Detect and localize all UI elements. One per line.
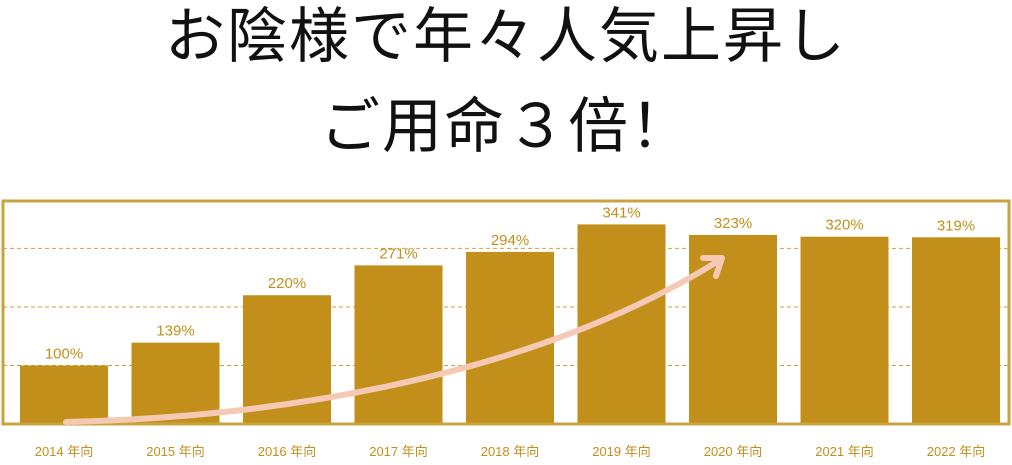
bar <box>354 265 443 424</box>
trend-arrow <box>63 257 723 425</box>
data-label: 100% <box>45 345 83 362</box>
data-label: 319% <box>937 217 975 234</box>
bar <box>800 236 889 424</box>
x-tick-label: 2015 年向 <box>146 444 205 459</box>
x-tick-label: 2021 年向 <box>815 444 874 459</box>
title-line-2: ご用命３倍！ <box>320 92 692 162</box>
title-line-1: お陰様で年々人気上昇し <box>165 2 847 72</box>
data-label: 341% <box>602 204 640 221</box>
bar <box>466 251 554 424</box>
x-tick-label: 2016 年向 <box>258 444 317 459</box>
data-label: 320% <box>825 217 863 234</box>
bar <box>131 342 220 424</box>
x-tick-label: 2019 年向 <box>592 444 651 459</box>
data-label: 220% <box>268 275 306 292</box>
x-tick-label: 2020 年向 <box>704 444 763 459</box>
x-tick-label: 2022 年向 <box>927 444 986 459</box>
bar <box>689 234 777 424</box>
x-tick-label: 2014 年向 <box>35 444 94 459</box>
bar <box>912 237 1000 424</box>
data-label: 294% <box>491 232 529 249</box>
bar-chart: 100% 139% 220% 271% 294% 341% 323% 320% 319% 2014… <box>1 199 1011 459</box>
data-label: 139% <box>156 323 194 340</box>
x-tick-label: 2017 年向 <box>369 444 428 459</box>
data-label: 323% <box>714 215 752 232</box>
chart-frame <box>1 199 1011 426</box>
bar <box>20 365 108 424</box>
x-tick-label: 2018 年向 <box>481 444 540 459</box>
data-label: 271% <box>379 245 417 262</box>
trend-arrow-head <box>700 255 725 279</box>
